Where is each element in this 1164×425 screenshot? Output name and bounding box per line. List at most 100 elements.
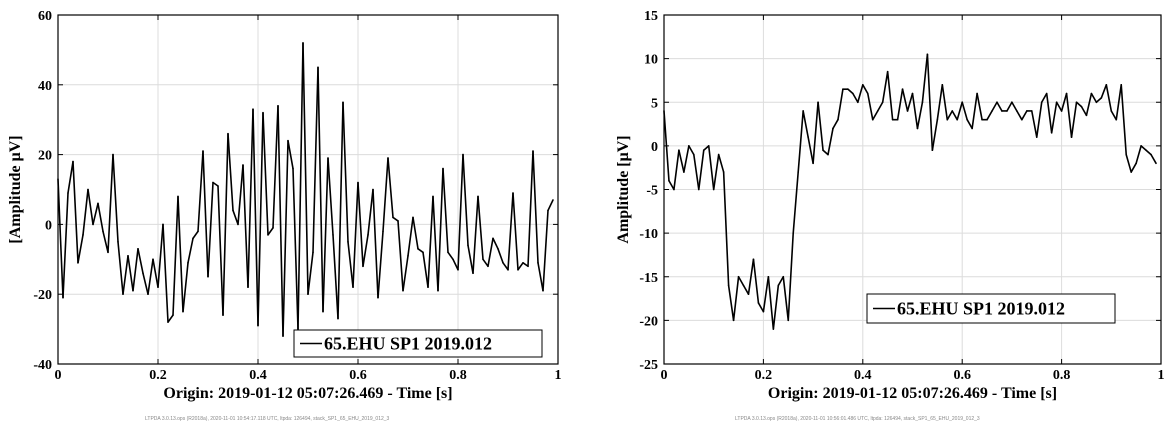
series-line-segment bbox=[866, 92, 874, 121]
series-line-segment bbox=[1045, 92, 1053, 134]
series-line-segment bbox=[901, 88, 909, 112]
data-point bbox=[322, 311, 324, 313]
legend-label: 65.EHU SP1 2019.012 bbox=[324, 334, 492, 354]
data-point bbox=[172, 314, 174, 316]
y-tick-label: -10 bbox=[639, 227, 658, 242]
series-line-segment bbox=[202, 150, 209, 278]
data-point bbox=[757, 302, 759, 304]
series-line-segment bbox=[663, 110, 670, 182]
data-point bbox=[397, 220, 399, 222]
series-line-segment bbox=[282, 139, 289, 337]
series-line-segment bbox=[192, 230, 199, 240]
series-line-segment bbox=[447, 251, 454, 261]
series-line-segment bbox=[702, 145, 710, 152]
x-axis-label: Origin: 2019-01-12 05:07:26.469 - Time [… bbox=[163, 385, 452, 402]
series-line-segment bbox=[1040, 92, 1048, 104]
series-line-segment bbox=[926, 53, 934, 152]
data-point bbox=[912, 93, 913, 95]
data-point bbox=[212, 182, 214, 184]
data-point bbox=[767, 276, 769, 278]
series-line-segment bbox=[921, 53, 929, 104]
data-point bbox=[961, 101, 963, 103]
data-point bbox=[921, 101, 923, 103]
y-axis-label: Amplitude [μV] bbox=[615, 135, 632, 243]
y-tick-label: 0 bbox=[651, 140, 658, 155]
data-point bbox=[1145, 149, 1147, 151]
data-point bbox=[951, 110, 953, 112]
data-point bbox=[738, 276, 740, 278]
series-line-segment bbox=[1150, 153, 1157, 165]
series-line-segment bbox=[257, 111, 264, 327]
data-point bbox=[907, 110, 909, 112]
data-point bbox=[1071, 136, 1073, 138]
series-line-segment bbox=[167, 314, 174, 323]
data-point bbox=[1076, 101, 1078, 103]
series-line-segment bbox=[222, 132, 229, 316]
series-line-segment bbox=[956, 101, 964, 121]
data-point bbox=[62, 297, 64, 299]
series-line-segment bbox=[72, 160, 79, 264]
series-line-segment bbox=[911, 92, 919, 130]
data-point bbox=[232, 209, 234, 211]
data-point bbox=[693, 154, 695, 156]
series-line-segment bbox=[861, 84, 869, 95]
data-point bbox=[467, 244, 469, 246]
y-tick-label: -25 bbox=[639, 358, 658, 373]
x-tick-label: 0 bbox=[661, 368, 668, 383]
data-point bbox=[342, 101, 344, 103]
y-tick-label: 40 bbox=[38, 79, 52, 94]
series-line-segment bbox=[847, 88, 854, 95]
data-point bbox=[1011, 101, 1013, 103]
data-point bbox=[497, 248, 499, 250]
series-line-segment bbox=[462, 153, 469, 247]
data-point bbox=[117, 241, 119, 243]
data-point bbox=[1105, 84, 1107, 86]
data-point bbox=[877, 110, 879, 112]
series-line-segment bbox=[876, 101, 884, 112]
data-point bbox=[427, 286, 429, 288]
data-point bbox=[137, 248, 139, 250]
axes-box bbox=[663, 14, 1162, 365]
data-point bbox=[452, 258, 454, 260]
series-line-segment bbox=[837, 88, 844, 121]
series-line-segment bbox=[1065, 92, 1073, 138]
series-line-segment bbox=[512, 192, 519, 271]
series-line-segment bbox=[137, 248, 144, 275]
series-line-segment bbox=[792, 171, 799, 234]
series-line-segment bbox=[832, 118, 839, 130]
series-line-segment bbox=[487, 237, 494, 268]
series-line-segment bbox=[767, 275, 775, 330]
data-point bbox=[517, 269, 519, 271]
x-tick-label: 0.4 bbox=[249, 368, 267, 383]
data-point bbox=[678, 149, 680, 151]
series-line-segment bbox=[906, 92, 914, 112]
series-line-segment bbox=[693, 153, 700, 191]
series-line-segment bbox=[1105, 84, 1113, 112]
series-line-segment bbox=[857, 84, 864, 104]
series-line-segment bbox=[537, 261, 544, 292]
data-point bbox=[227, 133, 229, 135]
series-line-segment bbox=[472, 195, 479, 275]
data-point bbox=[1021, 119, 1023, 121]
data-point bbox=[1115, 119, 1117, 121]
data-point bbox=[792, 232, 794, 234]
data-point bbox=[107, 251, 109, 253]
data-point bbox=[976, 93, 978, 95]
y-tick-label: -20 bbox=[33, 288, 52, 303]
data-point bbox=[842, 88, 844, 90]
series-line-segment bbox=[417, 248, 424, 254]
data-point bbox=[72, 161, 74, 163]
data-point bbox=[202, 150, 204, 152]
data-point bbox=[432, 195, 434, 197]
data-point bbox=[688, 145, 690, 147]
series-line-segment bbox=[1016, 110, 1023, 121]
data-point bbox=[981, 119, 983, 121]
x-axis-label: Origin: 2019-01-12 05:07:26.469 - Time [… bbox=[768, 385, 1057, 402]
series-line-segment bbox=[122, 255, 129, 296]
x-tick-label: 0.2 bbox=[755, 368, 773, 383]
series-line-segment bbox=[422, 251, 429, 289]
series-line-segment bbox=[82, 188, 89, 236]
data-point bbox=[77, 262, 79, 264]
data-point bbox=[902, 88, 904, 90]
